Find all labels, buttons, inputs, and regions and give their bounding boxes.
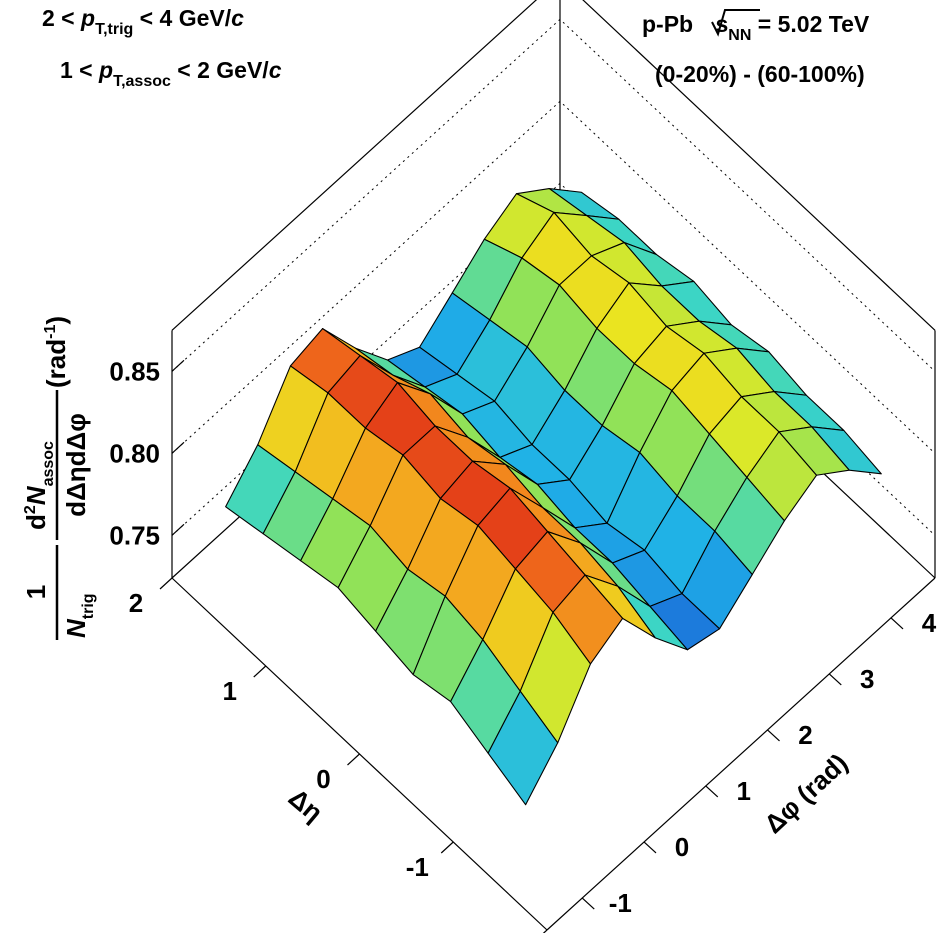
surface-cell [487, 690, 559, 806]
x-tick-label: 1 [737, 776, 751, 806]
tick-mark [171, 441, 185, 454]
tick-mark [767, 729, 780, 742]
y-tick-label: -1 [406, 852, 429, 882]
annotation: 1 < pT,assoc < 2 GeV/c [60, 57, 282, 90]
z-title-part: 1 [21, 585, 51, 599]
z-axis-title: 1 Ntrig d2Nassoc dΔηdΔφ (rad-1) [21, 316, 97, 640]
tick-mark [542, 929, 548, 933]
z-title-part: (rad-1) [41, 316, 71, 388]
axis-line [546, 577, 936, 931]
x-tick-label: -1 [609, 888, 632, 918]
tick-mark [171, 359, 185, 372]
annotation: 2 < pT,trig < 4 GeV/c [42, 5, 244, 38]
tick-mark [347, 753, 360, 766]
tick-mark [440, 841, 454, 854]
z-tick-label: 0.80 [109, 438, 160, 468]
grid-line [171, 100, 936, 454]
annotation: p-Pb sNN = 5.02 TeV [642, 11, 870, 44]
x-tick-label: 2 [798, 720, 812, 750]
tick-mark [890, 617, 904, 630]
tick-mark [159, 577, 173, 590]
z-tick-label: 0.75 [109, 520, 160, 550]
surface [225, 188, 882, 806]
x-axis-title: Δφ (rad) [758, 748, 853, 840]
tick-mark [828, 673, 842, 686]
tick-mark [643, 841, 657, 854]
y-tick-label: 0 [316, 764, 330, 794]
z-title-part: Ntrig [61, 593, 97, 638]
y-tick-label: 2 [129, 588, 143, 618]
x-tick-label: 4 [922, 608, 937, 638]
frame-edge [582, 0, 936, 331]
annotation: (0-20%) - (60-100%) [655, 61, 865, 87]
z-title-part: d2Nassoc [21, 441, 57, 530]
tick-mark [171, 523, 185, 536]
tick-mark [705, 785, 719, 798]
grid-line [171, 18, 936, 372]
z-tick-label: 0.85 [109, 356, 160, 386]
y-tick-label: 1 [223, 676, 237, 706]
tick-mark [581, 897, 595, 910]
sqrt-sign [711, 9, 760, 37]
z-title-part: dΔηdΔφ [61, 413, 91, 517]
x-tick-label: 0 [675, 832, 689, 862]
x-tick-label: 3 [860, 664, 874, 694]
tick-mark [253, 665, 267, 678]
frame-edge [171, 0, 538, 331]
